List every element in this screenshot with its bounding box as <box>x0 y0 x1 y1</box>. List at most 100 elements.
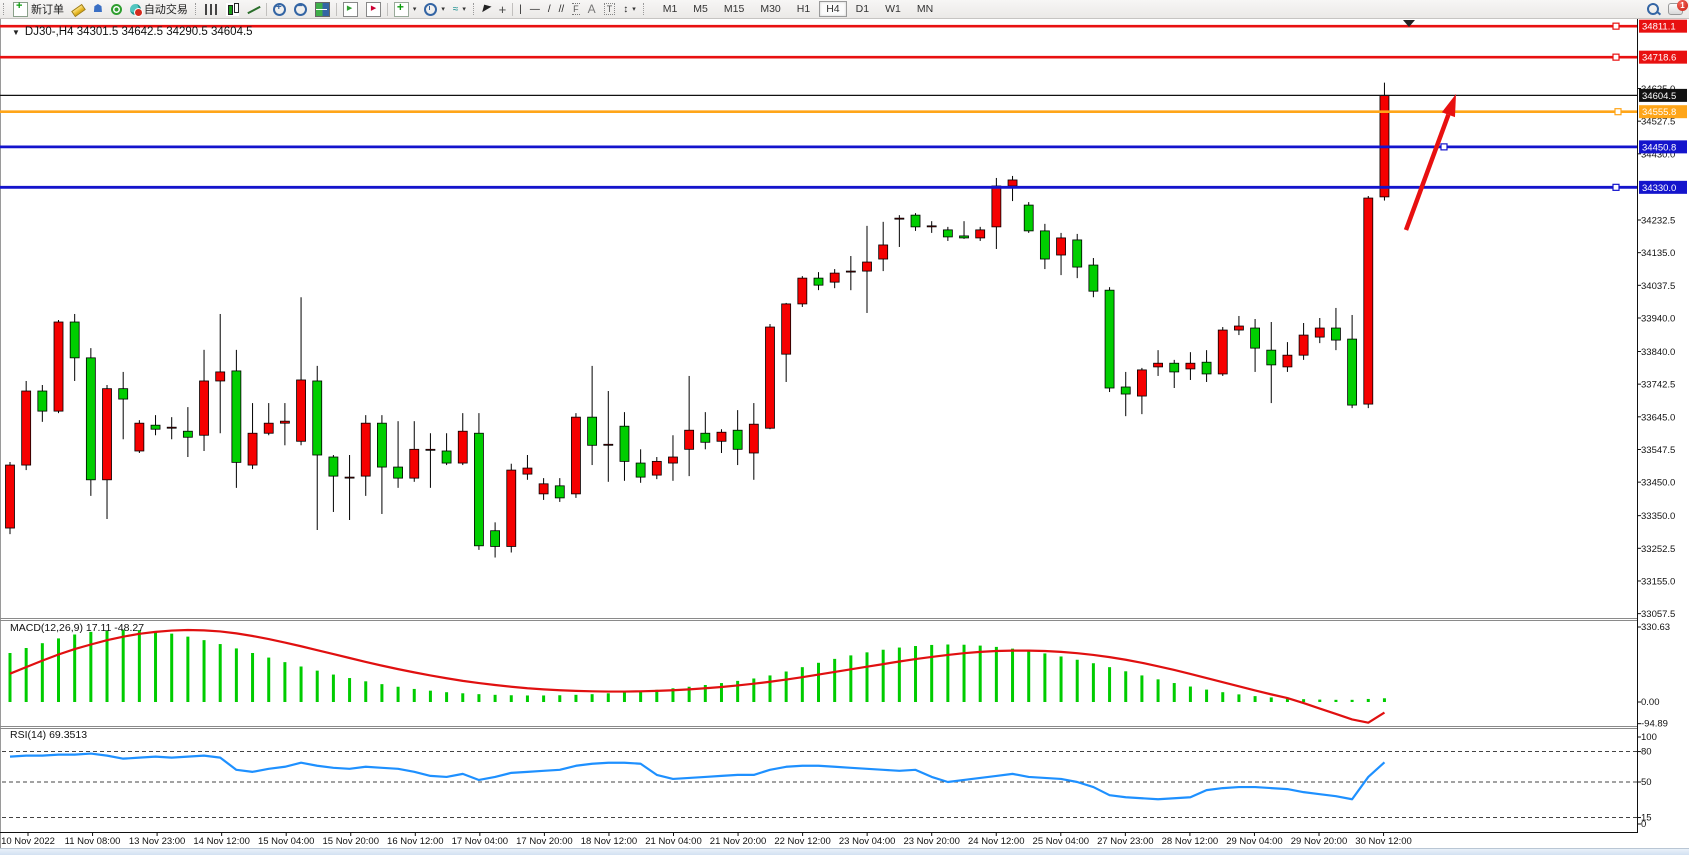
collapse-icon[interactable]: ▼ <box>12 28 20 37</box>
line-handle[interactable] <box>1614 108 1622 116</box>
text-tool[interactable]: A <box>584 1 600 17</box>
horizontal-line-tool[interactable]: — <box>526 1 544 17</box>
cursor-tool-button[interactable]: ◤ <box>479 1 495 17</box>
channel-tool[interactable]: // <box>555 1 569 17</box>
zoom-out-button[interactable] <box>290 1 311 17</box>
candle-body <box>247 432 258 466</box>
auto-trading-label: 自动交易 <box>143 4 188 16</box>
rsi-axis-label: 15 <box>1641 813 1652 824</box>
auto-scroll-button[interactable] <box>339 1 362 17</box>
tf-button-W1[interactable]: W1 <box>885 3 901 15</box>
zoom-in-button[interactable] <box>269 1 290 17</box>
date-label: 16 Nov 12:00 <box>387 836 444 847</box>
candle-body <box>1314 327 1325 338</box>
templates-button[interactable]: ≈ ▾ <box>449 1 470 17</box>
line-handle[interactable] <box>1612 53 1620 61</box>
tf-button-H4[interactable]: H4 <box>819 1 847 17</box>
chevron-down-icon: ▾ <box>462 6 466 13</box>
candle-body <box>942 229 953 238</box>
line-chart-button[interactable] <box>243 1 264 17</box>
tile-windows-button[interactable] <box>311 1 334 17</box>
indicators-button[interactable]: ▾ <box>390 0 421 17</box>
candle-body <box>425 448 436 451</box>
price-tick-label: 34430.0 <box>1641 149 1675 160</box>
candle-body <box>1137 369 1147 397</box>
auto-trading-button[interactable]: 自动交易 <box>126 1 192 17</box>
tf-button-M15[interactable]: M15 <box>723 3 745 15</box>
candle-body <box>263 422 274 434</box>
horizontal-line-icon: — <box>529 3 540 15</box>
tf-button-H1[interactable]: H1 <box>796 3 811 15</box>
chevron-down-icon: ▾ <box>632 6 636 13</box>
trendline-tool[interactable]: / <box>544 1 555 17</box>
arrow-head[interactable] <box>1441 94 1456 118</box>
candle-body <box>377 422 387 468</box>
price-tick-label: 33350.0 <box>1641 511 1675 522</box>
price-flag <box>1639 88 1687 102</box>
candle-body <box>1120 386 1131 395</box>
candlestick-chart-button[interactable] <box>222 1 243 17</box>
candle-body <box>797 277 808 305</box>
candle-body <box>894 217 905 220</box>
chevron-down-icon: ▾ <box>412 6 417 13</box>
zoom-in-icon <box>272 2 286 16</box>
candle-body <box>328 456 339 477</box>
crayon-button[interactable] <box>68 1 89 17</box>
rsi-axis-label: 50 <box>1641 777 1652 788</box>
toolbar-right: 1 <box>1647 0 1688 17</box>
chart-shift-marker <box>1403 20 1415 27</box>
periods-button[interactable]: ▾ <box>420 1 449 17</box>
arrow-line[interactable] <box>1403 113 1451 231</box>
tf-button-M5[interactable]: M5 <box>693 3 708 15</box>
search-icon[interactable] <box>1647 2 1659 15</box>
tf-button-MN[interactable]: MN <box>916 3 934 15</box>
candle-body <box>716 431 727 442</box>
templates-icon: ≈ <box>452 3 459 15</box>
date-label: 21 Nov 20:00 <box>710 836 767 847</box>
price-tick-label: 33547.5 <box>1641 445 1675 456</box>
signal-icon <box>110 4 122 15</box>
line-handle[interactable] <box>1440 143 1448 151</box>
candle-body <box>215 371 226 382</box>
candle-body <box>474 432 484 547</box>
price-tick-label: 33155.0 <box>1641 576 1675 587</box>
line-handle[interactable] <box>1612 22 1620 30</box>
candle-body <box>296 379 306 442</box>
toolbar-grip <box>3 3 6 15</box>
tf-button-D1[interactable]: D1 <box>855 3 870 15</box>
bar-chart-button[interactable] <box>201 1 222 17</box>
date-label: 25 Nov 04:00 <box>1033 836 1090 847</box>
vertical-line-tool[interactable]: | <box>515 1 526 17</box>
candle-body <box>1169 362 1180 373</box>
tf-button-M30[interactable]: M30 <box>760 3 781 15</box>
text-label-tool[interactable]: T <box>600 1 620 17</box>
candle-body <box>959 235 969 239</box>
candle-body <box>910 214 921 228</box>
candle-body <box>37 390 48 412</box>
signal-button[interactable] <box>107 1 126 17</box>
arrows-tool[interactable]: ↕ ▾ <box>619 1 640 17</box>
price-flag-label: 34330.0 <box>1642 183 1676 194</box>
candle-body <box>1347 338 1358 406</box>
line-handle[interactable] <box>1612 183 1620 191</box>
chart-shift-button[interactable] <box>362 1 385 17</box>
fibonacci-tool[interactable]: F <box>568 1 584 17</box>
auto-trading-icon <box>129 4 143 17</box>
candle-body <box>668 456 678 464</box>
market-watch-button[interactable]: ☗ <box>89 1 107 17</box>
chart-shift-icon <box>365 1 381 17</box>
crosshair-tool-button[interactable]: + <box>495 1 511 17</box>
date-label: 28 Nov 12:00 <box>1162 836 1219 847</box>
candle-body <box>1023 204 1034 232</box>
candle-body <box>457 430 468 464</box>
price-flag <box>1639 180 1687 194</box>
price-tick-label: 33742.5 <box>1641 380 1675 391</box>
notifications-icon[interactable]: 1 <box>1668 0 1688 15</box>
tf-button-M1[interactable]: M1 <box>662 3 678 15</box>
candle-body <box>700 432 711 443</box>
new-order-button[interactable]: 新订单 <box>9 0 68 17</box>
date-label: 23 Nov 20:00 <box>903 836 960 847</box>
rsi-indicator-label: RSI(14) 69.3513 <box>10 729 88 741</box>
date-label: 15 Nov 04:00 <box>258 836 315 847</box>
